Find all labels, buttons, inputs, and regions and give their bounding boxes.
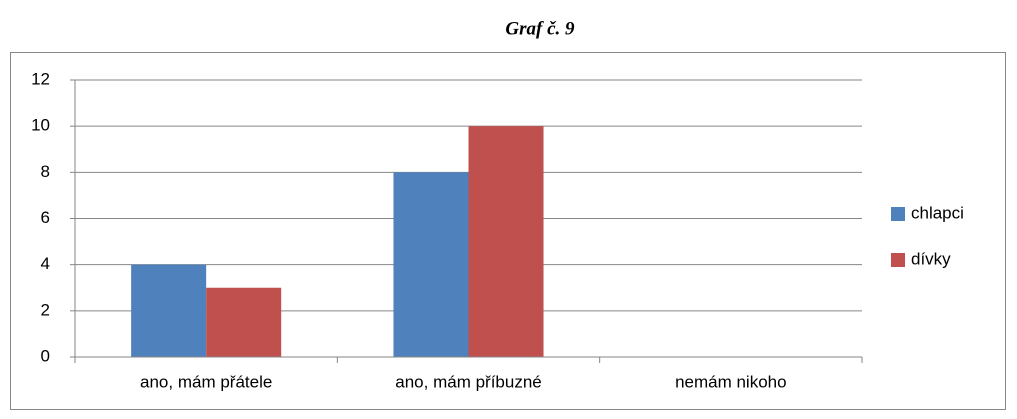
bar xyxy=(468,126,544,358)
bar xyxy=(131,264,207,357)
bar xyxy=(206,287,282,357)
y-tick-label: 2 xyxy=(41,300,50,319)
x-tick-label: ano, mám přátele xyxy=(140,372,272,391)
y-tick-label: 6 xyxy=(41,208,50,227)
bar xyxy=(393,172,469,357)
chart-frame xyxy=(10,52,1006,410)
chart-title: Graf č. 9 xyxy=(505,18,575,39)
legend-label: chlapci xyxy=(911,203,964,222)
legend-swatch xyxy=(891,253,905,267)
legend-swatch xyxy=(891,207,905,221)
x-tick-label: ano, mám příbuzné xyxy=(395,372,541,391)
y-tick-label: 10 xyxy=(31,116,50,135)
y-tick-label: 4 xyxy=(41,254,50,273)
x-tick-label: nemám nikoho xyxy=(675,372,787,391)
y-tick-label: 12 xyxy=(31,69,50,88)
y-tick-label: 0 xyxy=(41,346,50,365)
y-tick-label: 8 xyxy=(41,162,50,181)
legend-label: dívky xyxy=(911,249,951,268)
